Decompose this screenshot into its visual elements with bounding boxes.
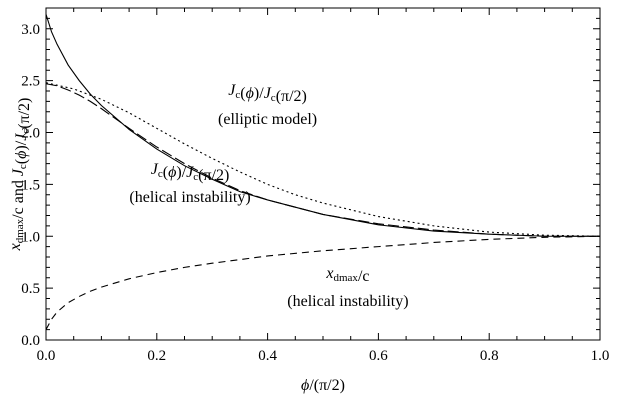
series-line-3 (45, 82, 601, 237)
x-tick-label: 0.2 (147, 348, 166, 364)
x-tick-label: 0.0 (37, 348, 56, 364)
y-tick-label: 3.0 (21, 22, 40, 38)
annotation-3: Jc(ϕ)/Jc(π/2) (151, 161, 230, 184)
series-line-4 (45, 235, 601, 330)
series-line-1 (45, 14, 600, 237)
annotation-1: Jc(ϕ)/Jc(π/2) (228, 82, 307, 105)
annotation-2: (elliptic model) (218, 111, 317, 128)
x-tick-label: 1.0 (591, 348, 610, 364)
series-line-2 (45, 83, 600, 237)
x-tick-label: 0.6 (369, 348, 388, 364)
y-tick-label: 1.0 (21, 229, 40, 245)
plot-frame (45, 7, 601, 341)
y-tick-label: 2.5 (21, 74, 40, 90)
labels-layer: 0.0 0.2 0.4 0.6 0.8 1.0 0.0 0.5 1.0 1.5 2.0 2.5 3.0 J… (7, 22, 609, 394)
annotation-4: (helical instability) (129, 189, 250, 206)
x-axis-label: ϕ/(π/2) (301, 377, 345, 394)
annotation-5: xdmax/c (325, 265, 369, 285)
y-tick-label: 1.5 (21, 177, 40, 193)
y-tick-label: 0.5 (21, 281, 40, 297)
annotation-6: (helical instability) (287, 293, 408, 310)
ticks-layer (45, 7, 601, 341)
y-tick-label: 0.0 (21, 333, 40, 349)
series-layer (45, 14, 601, 330)
x-tick-label: 0.8 (480, 348, 499, 364)
x-tick-label: 0.4 (258, 348, 277, 364)
y-axis-label: xdmax/c and Jc(ϕ)/Jc(π/2) (7, 98, 33, 252)
y-tick-label: 2.0 (21, 126, 40, 142)
